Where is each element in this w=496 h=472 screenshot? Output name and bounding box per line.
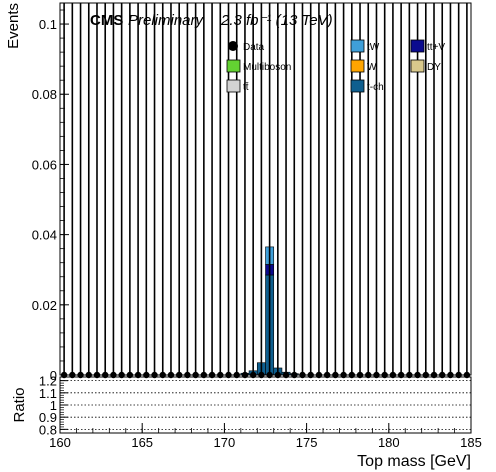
x-tick-label-2: 170 [214,435,236,450]
legend-label-3: Multiboson [243,62,291,73]
legend-label-5: DY [427,62,441,73]
legend: Data tW tt+V Multiboson W DY tt̄ t-ch [226,39,445,93]
x-tick-label-5: 185 [460,435,482,450]
cms-label: CMS [90,12,123,29]
legend-label-4: W [367,62,377,73]
ratio-plot-frame [59,376,472,434]
legend-label-0: Data [243,42,265,53]
legend-swatch-1 [350,39,365,53]
ratio-y-tick-label-3: 1.1 [39,386,57,401]
ratio-y-tick-label-4: 1.2 [39,374,57,389]
legend-swatch-3 [226,59,241,73]
lumi-label: 2.3 fb⁻¹ (13 TeV) [220,12,333,29]
preliminary-label: Preliminary [128,12,205,29]
legend-entry-0: Data [228,41,265,53]
ratio-y-axis-ticks: 0.80.911.11.2 [39,374,68,437]
y-tick-label-0: 0 [50,368,57,383]
x-tick-label-1: 165 [131,435,153,450]
ratio-y-tick-label-0: 0.8 [39,422,57,437]
cms-header: CMS Preliminary 2.3 fb⁻¹ (13 TeV) [90,12,333,29]
legend-label-6: tt̄ [243,81,249,93]
ratio-y-axis-label: Ratio [11,387,28,422]
legend-entry-3: Multiboson [226,59,291,73]
x-tick-label-0: 160 [49,435,71,450]
y-tick-label-2: 0.04 [32,228,57,243]
y-axis-label: Events [5,3,22,49]
y-tick-label-3: 0.06 [32,157,57,172]
legend-label-1: tW [367,42,380,53]
y-tick-label-4: 0.08 [32,87,57,102]
main-plot: 0 0.02 0.04 0.06 0.08 0.1 Events CMS Prelimin… [5,2,472,383]
x-tick-label-3: 175 [296,435,318,450]
data-points [60,3,471,379]
legend-marker-0 [228,41,238,51]
ratio-reference-lines [60,380,471,430]
legend-entry-1: tW [350,39,380,53]
x-axis-label: Top mass [GeV] [357,453,471,470]
x-tick-label-4: 180 [378,435,400,450]
main-plot-frame [59,2,472,376]
legend-entry-5: DY [410,59,441,73]
legend-swatch-4 [350,59,365,73]
ratio-plot: 0.80.911.11.2 160 165 170 175 180 185 Ratio T… [11,374,482,470]
legend-entry-6: tt̄ [226,79,249,93]
legend-entry-4: W [350,59,377,73]
ratio-y-tick-label-2: 1 [50,398,57,413]
legend-swatch-7 [350,79,365,93]
ratio-y-tick-label-1: 0.9 [39,410,57,425]
y-tick-label-5: 0.1 [39,17,57,32]
legend-swatch-6 [226,79,241,93]
legend-swatch-5 [410,59,425,73]
legend-swatch-2 [410,39,425,53]
y-axis-ticks: 0 0.02 0.04 0.06 0.08 0.1 [32,9,69,383]
legend-label-2: tt+V [427,42,445,53]
legend-entry-7: t-ch [350,79,384,93]
y-tick-label-1: 0.02 [32,298,57,313]
x-axis-ticks: 160 165 170 175 180 185 [49,423,482,450]
legend-label-7: t-ch [367,82,384,93]
legend-entry-2: tt+V [410,39,445,53]
